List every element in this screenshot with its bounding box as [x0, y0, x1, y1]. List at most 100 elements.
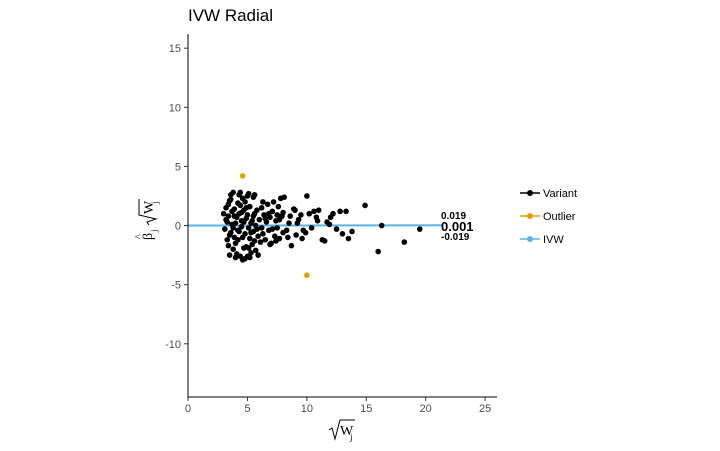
variant-point [255, 252, 261, 258]
y-tick-label: 10 [169, 102, 181, 114]
variant-point [281, 194, 288, 200]
variant-point [288, 242, 295, 249]
variant-point [298, 212, 304, 218]
svg-text:W: W [340, 424, 354, 439]
plot-area [187, 173, 444, 279]
x-tick-label: 15 [360, 403, 372, 415]
variant-point [308, 225, 315, 231]
variant-point [269, 226, 276, 232]
variant-point [230, 225, 236, 231]
legend-item-ivw: IVW [520, 234, 564, 246]
svg-text:j: j [150, 201, 160, 205]
variant-point [239, 257, 246, 263]
variant-point [242, 231, 248, 237]
variant-point [245, 245, 252, 251]
variant-point [237, 202, 244, 209]
outlier-point [304, 272, 310, 279]
variant-point [274, 212, 280, 218]
y-tick-label: -10 [165, 339, 181, 351]
variant-point [343, 208, 349, 215]
variant-point [257, 239, 264, 245]
variant-point [236, 210, 242, 217]
variant-point [238, 218, 245, 224]
variant-point [315, 207, 322, 213]
variant-point [287, 213, 294, 219]
variant-point [258, 205, 265, 211]
variant-point [273, 238, 279, 244]
svg-text:j: j [349, 432, 353, 442]
variant-point [314, 218, 321, 224]
svg-text:j: j [149, 229, 159, 233]
variant-point [229, 208, 235, 215]
y-axis-ticks: -10 -5 0 5 10 15 [165, 43, 188, 351]
y-tick-label: 0 [175, 221, 181, 233]
annotation-upper: 0.019 [441, 211, 466, 222]
variant-point [224, 236, 231, 243]
legend-item-variant: Variant [520, 188, 577, 200]
variant-point [270, 199, 277, 205]
variant-point [243, 215, 250, 222]
variant-point [226, 197, 233, 204]
variant-point [222, 226, 228, 232]
variant-point [251, 210, 258, 217]
variant-point [280, 209, 286, 216]
variant-point [251, 192, 258, 198]
variant-point [274, 225, 280, 231]
x-tick-label: 25 [479, 403, 491, 415]
variant-point [256, 216, 263, 223]
variant-point [330, 210, 336, 217]
variant-point [239, 195, 246, 202]
variant-point [237, 189, 244, 196]
variant-point [337, 208, 343, 215]
variant-point [401, 239, 408, 245]
variant-point [223, 205, 229, 211]
variant-point [238, 223, 245, 230]
variant-point [345, 235, 352, 242]
variant-point [362, 202, 368, 209]
x-axis-ticks: 0 5 10 15 20 25 [185, 397, 491, 415]
variant-point [225, 242, 232, 249]
variant-point [292, 207, 298, 213]
variant-point [249, 241, 255, 248]
variant-point [262, 236, 269, 243]
svg-text:W: W [142, 200, 157, 214]
variant-point [276, 216, 283, 223]
variant-point [241, 245, 247, 251]
outlier-point [239, 173, 246, 179]
legend: Variant Outlier IVW [520, 188, 577, 246]
chart-title: IVW Radial [188, 6, 273, 25]
variant-point [299, 235, 305, 242]
variant-point [255, 233, 261, 239]
variant-point [224, 219, 231, 225]
variant-point [244, 193, 251, 199]
variant-point [293, 232, 299, 238]
variant-point [326, 221, 333, 228]
variant-point [311, 208, 317, 215]
variant-point [241, 207, 247, 213]
x-tick-label: 0 [185, 403, 191, 415]
variant-point [252, 247, 259, 254]
legend-item-outlier: Outlier [520, 211, 576, 223]
x-tick-label: 20 [420, 403, 432, 415]
variant-point [260, 199, 266, 205]
variant-point [230, 246, 236, 252]
variant-point [416, 226, 423, 232]
variant-point [264, 201, 271, 208]
variant-point [302, 229, 309, 236]
variant-point [260, 231, 266, 237]
y-tick-label: 15 [169, 43, 181, 55]
variant-point [227, 192, 234, 198]
x-tick-label: 5 [244, 403, 250, 415]
variant-point [247, 235, 253, 242]
y-tick-label: -5 [171, 280, 181, 292]
x-tick-label: 10 [301, 403, 313, 415]
variant-point [226, 252, 233, 258]
variant-point [333, 226, 340, 232]
legend-key-outlier [527, 213, 533, 219]
variant-point [285, 234, 291, 241]
variant-point [304, 193, 310, 199]
variant-point [286, 220, 292, 226]
annotation-lower: -0.019 [441, 232, 470, 243]
variant-point [231, 213, 238, 219]
